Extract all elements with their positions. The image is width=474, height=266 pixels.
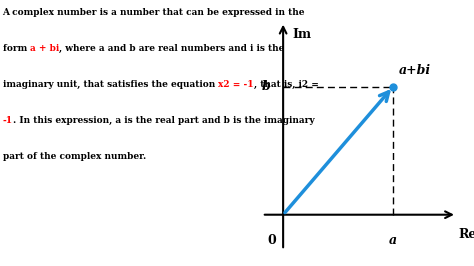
Text: Re: Re	[459, 228, 474, 241]
Text: a + bi: a + bi	[30, 44, 59, 53]
Text: imaginary unit, that satisfies the equation: imaginary unit, that satisfies the equat…	[2, 80, 218, 89]
Text: a+bi: a+bi	[398, 64, 430, 77]
Text: , where a and b are real numbers and i is the: , where a and b are real numbers and i i…	[59, 44, 284, 53]
Text: part of the complex number.: part of the complex number.	[2, 152, 146, 161]
Text: Im: Im	[292, 28, 311, 41]
Text: 0: 0	[267, 234, 276, 247]
Text: form: form	[2, 44, 30, 53]
Text: . In this expression, a is the real part and b is the imaginary: . In this expression, a is the real part…	[13, 116, 314, 125]
Text: b: b	[262, 80, 271, 93]
Text: x2 = -1: x2 = -1	[218, 80, 254, 89]
Text: a: a	[389, 234, 397, 247]
Text: , that is, i2 =: , that is, i2 =	[254, 80, 319, 89]
Text: -1: -1	[2, 116, 13, 125]
Text: A complex number is a number that can be expressed in the: A complex number is a number that can be…	[2, 8, 305, 17]
